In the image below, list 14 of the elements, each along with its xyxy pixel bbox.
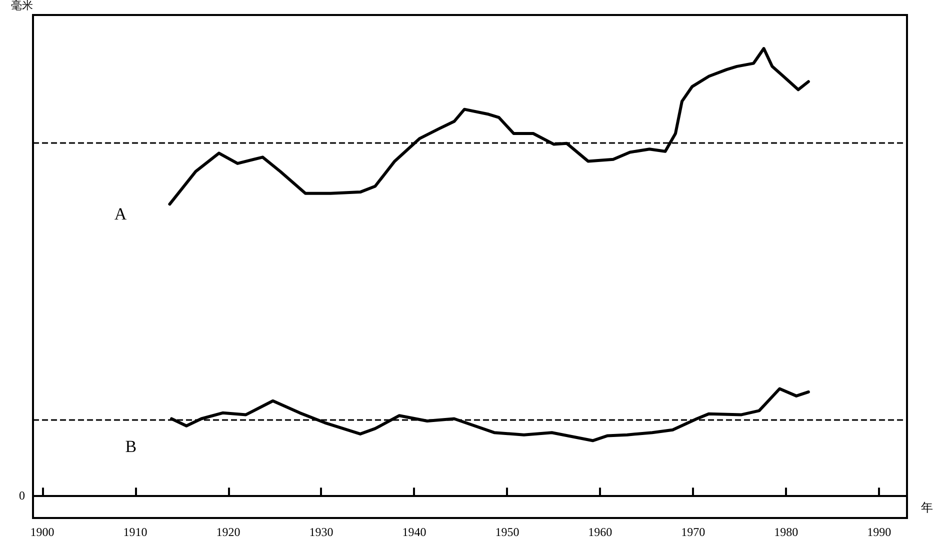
x-tick-label: 1940: [402, 525, 426, 539]
x-axis-title: 年: [921, 500, 933, 515]
x-tick-label: 1950: [495, 525, 520, 539]
x-tick-label: 1900: [30, 525, 54, 539]
text: A: [114, 204, 128, 224]
x-tick-label: 1970: [681, 525, 706, 539]
text: B: [125, 437, 137, 456]
x-tick-label: 1990: [867, 525, 892, 539]
x-tick-label: 1960: [588, 525, 612, 539]
text: 0: [19, 488, 25, 503]
x-tick-label: 1920: [216, 525, 240, 539]
x-tick-label: 1980: [774, 525, 798, 539]
x-tick-label: 1930: [309, 525, 334, 539]
x-tick-label: 1910: [123, 525, 148, 539]
